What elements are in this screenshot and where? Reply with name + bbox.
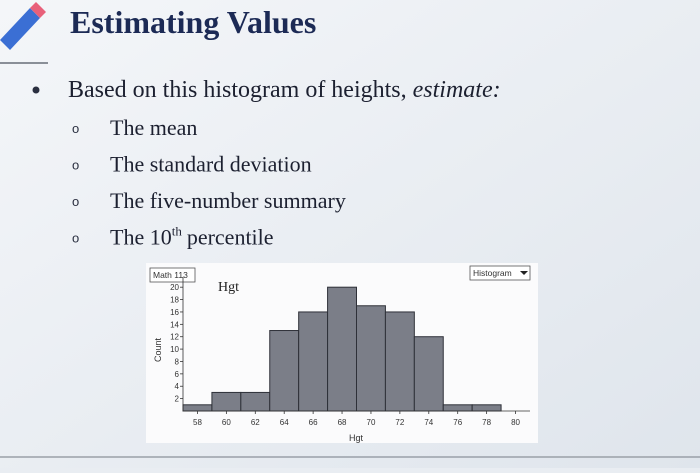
bar [269, 330, 300, 412]
x-tick-label: 74 [424, 418, 433, 427]
y-tick-label: 14 [170, 320, 179, 329]
x-tick-label: 58 [193, 418, 202, 427]
dataset-label: Math 113 [153, 270, 188, 280]
chart: Math 113 Hgt Histogram Count Hgt 2468101… [146, 263, 538, 443]
x-tick-label: 64 [280, 418, 289, 427]
x-tick-label: 60 [222, 418, 231, 427]
sub-bullet-text: The standard deviation [110, 152, 312, 177]
item-text: The 10 [110, 225, 172, 250]
y-tick-label: 12 [170, 333, 179, 342]
item-after: percentile [187, 225, 274, 250]
x-tick-label: 62 [251, 418, 260, 427]
y-tick-label: 6 [175, 370, 180, 379]
bullet-text: Based on this histogram of heights, esti… [68, 77, 501, 103]
item-text: The mean [110, 115, 197, 140]
bar [471, 404, 502, 412]
x-tick-label: 68 [338, 418, 347, 427]
dataset-box [149, 267, 196, 283]
y-tick-label: 8 [175, 357, 180, 366]
x-tick-label: 72 [395, 418, 404, 427]
bar [182, 404, 213, 412]
bar [298, 311, 329, 412]
item-text: The standard deviation [110, 152, 312, 177]
x-axis-label: Hgt [349, 433, 364, 443]
sub-bullets: o The mean o The standard deviation o The fiv… [72, 115, 346, 250]
y-tick-label: 20 [170, 283, 179, 292]
slide-title: Estimating Values [70, 4, 316, 40]
y-tick-label: 10 [170, 345, 179, 354]
x-tick-label: 76 [453, 418, 462, 427]
bar [442, 404, 473, 412]
chart-title: Hgt [218, 280, 239, 295]
menu-button[interactable] [469, 265, 531, 281]
bar [240, 391, 271, 412]
sub-bullet-text: The five-number summary [110, 188, 346, 213]
x-tick-label: 78 [482, 418, 491, 427]
sub-bullet-marker: o [72, 194, 79, 209]
x-tick-label: 80 [511, 418, 520, 427]
x-tick-label: 66 [309, 418, 318, 427]
menu-arrow[interactable] [520, 271, 528, 275]
sub-bullet-marker: o [72, 231, 79, 246]
bar [327, 286, 358, 412]
y-tick-label: 4 [175, 382, 180, 391]
menu-label[interactable]: Histogram [473, 268, 512, 278]
sub-bullet-text: The 10th percentile [110, 224, 274, 250]
y-axis-label: Count [153, 338, 163, 363]
y-tick-label: 16 [170, 308, 179, 317]
bar [356, 305, 386, 412]
item-sup: th [172, 224, 183, 239]
x-tick-label: 70 [367, 418, 376, 427]
bar [211, 391, 242, 412]
bullet-emphasis: estimate: [413, 77, 501, 103]
bar [413, 336, 444, 412]
y-tick-label: 2 [175, 395, 180, 404]
sub-bullet-marker: o [72, 158, 79, 173]
bar [384, 311, 415, 412]
pencil-icon [0, 2, 46, 50]
bullet-dot [32, 86, 40, 94]
sub-bullet-marker: o [72, 121, 79, 136]
bullet-plain: Based on this histogram of heights, [68, 77, 407, 103]
item-text: The five-number summary [110, 188, 346, 213]
y-tick-label: 18 [170, 296, 179, 305]
sub-bullet-text: The mean [110, 115, 197, 140]
